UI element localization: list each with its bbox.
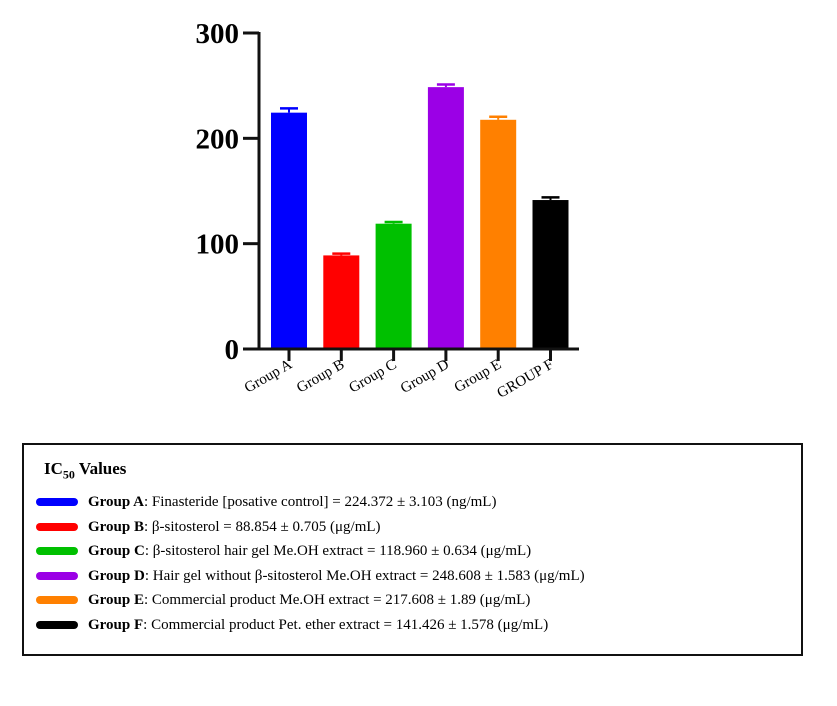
y-tick-label: 100 [196,229,240,261]
legend-item-label: Group F [88,616,144,633]
legend-item: Group C: β-sitosterol hair gel Me.OH ext… [36,541,531,561]
bar [271,112,307,349]
bar [480,119,517,349]
x-tick-label: GROUP F [494,357,556,402]
y-tick-label: 0 [225,334,240,366]
legend-item-description: : β-sitosterol = 88.854 ± 0.705 (μg/mL) [144,518,381,535]
legend-title-main: IC [44,459,63,478]
legend-item-label: Group B [88,518,144,535]
legend-swatch [36,523,78,531]
legend-swatch [36,547,78,555]
legend-box: IC50 Values Group A: Finasteride [posati… [22,443,803,656]
legend-item-label: Group E [88,591,144,608]
legend-item: Group A: Finasteride [posative control] … [36,492,496,512]
legend-item-description: : Commercial product Pet. ether extract … [143,616,549,633]
legend-item-description: : Hair gel without β-sitosterol Me.OH ex… [144,567,585,584]
legend-title-sub: 50 [62,467,75,482]
bar [532,200,569,349]
x-tick-label: Group B [294,357,347,397]
legend-item-label: Group D [88,567,145,584]
legend-item: Group F: Commercial product Pet. ether e… [36,615,548,635]
legend-title: IC50 Values [44,459,126,482]
legend-item-label: Group C [88,542,145,559]
y-tick-label: 200 [196,123,240,155]
legend-swatch [36,572,78,580]
bars-layer [271,83,569,349]
legend-item-label: Group A [88,493,144,510]
legend-item: Group B: β-sitosterol = 88.854 ± 0.705 (… [36,517,381,537]
bar [375,223,412,349]
legend-item: Group E: Commercial product Me.OH extrac… [36,590,530,610]
legend-item: Group D: Hair gel without β-sitosterol M… [36,566,585,586]
x-tick-label: Group D [398,357,452,397]
bar [427,87,464,349]
bar [323,255,360,349]
legend-item-description: : Finasteride [posative control] = 224.3… [144,493,497,510]
y-tick-label: 300 [196,18,240,50]
legend-swatch [36,596,78,604]
x-tick-label: Group C [346,357,399,397]
legend-swatch [36,498,78,506]
legend-swatch [36,621,78,629]
legend-item-description: : Commercial product Me.OH extract = 217… [144,591,531,608]
legend-item-description: : β-sitosterol hair gel Me.OH extract = … [144,542,532,559]
legend-title-rest: Values [74,459,127,478]
x-tick-label: Group A [242,357,295,397]
